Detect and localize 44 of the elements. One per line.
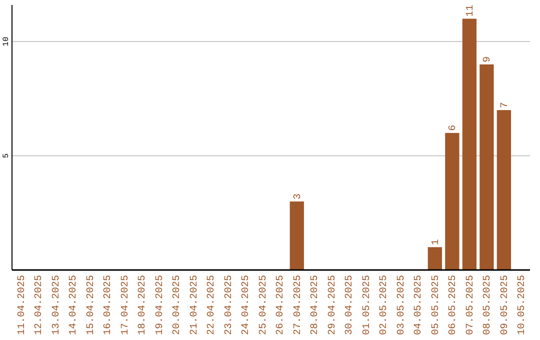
data-label: 9 (482, 56, 494, 62)
x-tick-label: 30.04.2025 (344, 275, 356, 336)
data-label: 6 (448, 124, 460, 131)
data-label: 7 (500, 102, 511, 108)
x-tick-label: 19.04.2025 (154, 275, 166, 336)
bar (496, 110, 512, 270)
data-label: 1 (430, 239, 442, 246)
x-tick-label: 02.05.2025 (379, 275, 390, 336)
x-tick-label: 12.04.2025 (34, 275, 46, 336)
bar (290, 201, 304, 270)
x-tick-label: 04.05.2025 (414, 275, 425, 336)
x-tick-label: 16.04.2025 (103, 275, 114, 336)
x-tick-label: 13.04.2025 (51, 275, 62, 336)
y-tick-label: 10 (2, 36, 11, 46)
y-tick-label: 5 (2, 153, 11, 158)
x-tick-label: 06.05.2025 (448, 275, 460, 336)
x-tick-label: 22.04.2025 (206, 275, 218, 336)
x-tick-label: 10.05.2025 (517, 275, 528, 336)
x-tick-label: 08.05.2025 (482, 275, 494, 336)
x-tick-label: 07.05.2025 (465, 275, 476, 336)
x-tick-label: 05.05.2025 (430, 275, 442, 336)
x-tick-label: 26.04.2025 (276, 275, 287, 336)
x-tick-label: 24.04.2025 (241, 275, 252, 336)
x-tick-label: 23.04.2025 (224, 275, 235, 336)
x-tick-label: 03.05.2025 (396, 275, 408, 336)
data-label: 11 (465, 4, 476, 17)
x-tick-label: 15.04.2025 (86, 275, 97, 336)
x-tick-label: 18.04.2025 (138, 275, 149, 336)
x-tick-label: 14.04.2025 (68, 275, 80, 336)
x-tick-label: 21.04.2025 (189, 275, 200, 336)
x-tick-label: 09.05.2025 (500, 275, 511, 336)
x-tick-label: 29.04.2025 (327, 275, 338, 336)
x-tick-label: 20.04.2025 (172, 275, 184, 336)
bar (480, 64, 494, 270)
x-tick-label: 11.04.2025 (16, 275, 28, 336)
bar (445, 132, 460, 270)
x-tick-label: 25.04.2025 (258, 275, 270, 336)
data-label: 3 (292, 193, 304, 200)
x-tick-label: 17.04.2025 (120, 275, 132, 336)
x-tick-label: 27.04.2025 (292, 275, 304, 336)
x-tick-label: 28.04.2025 (310, 275, 322, 336)
bar (428, 247, 442, 270)
bar (462, 18, 477, 270)
x-tick-label: 01.05.2025 (362, 275, 373, 336)
